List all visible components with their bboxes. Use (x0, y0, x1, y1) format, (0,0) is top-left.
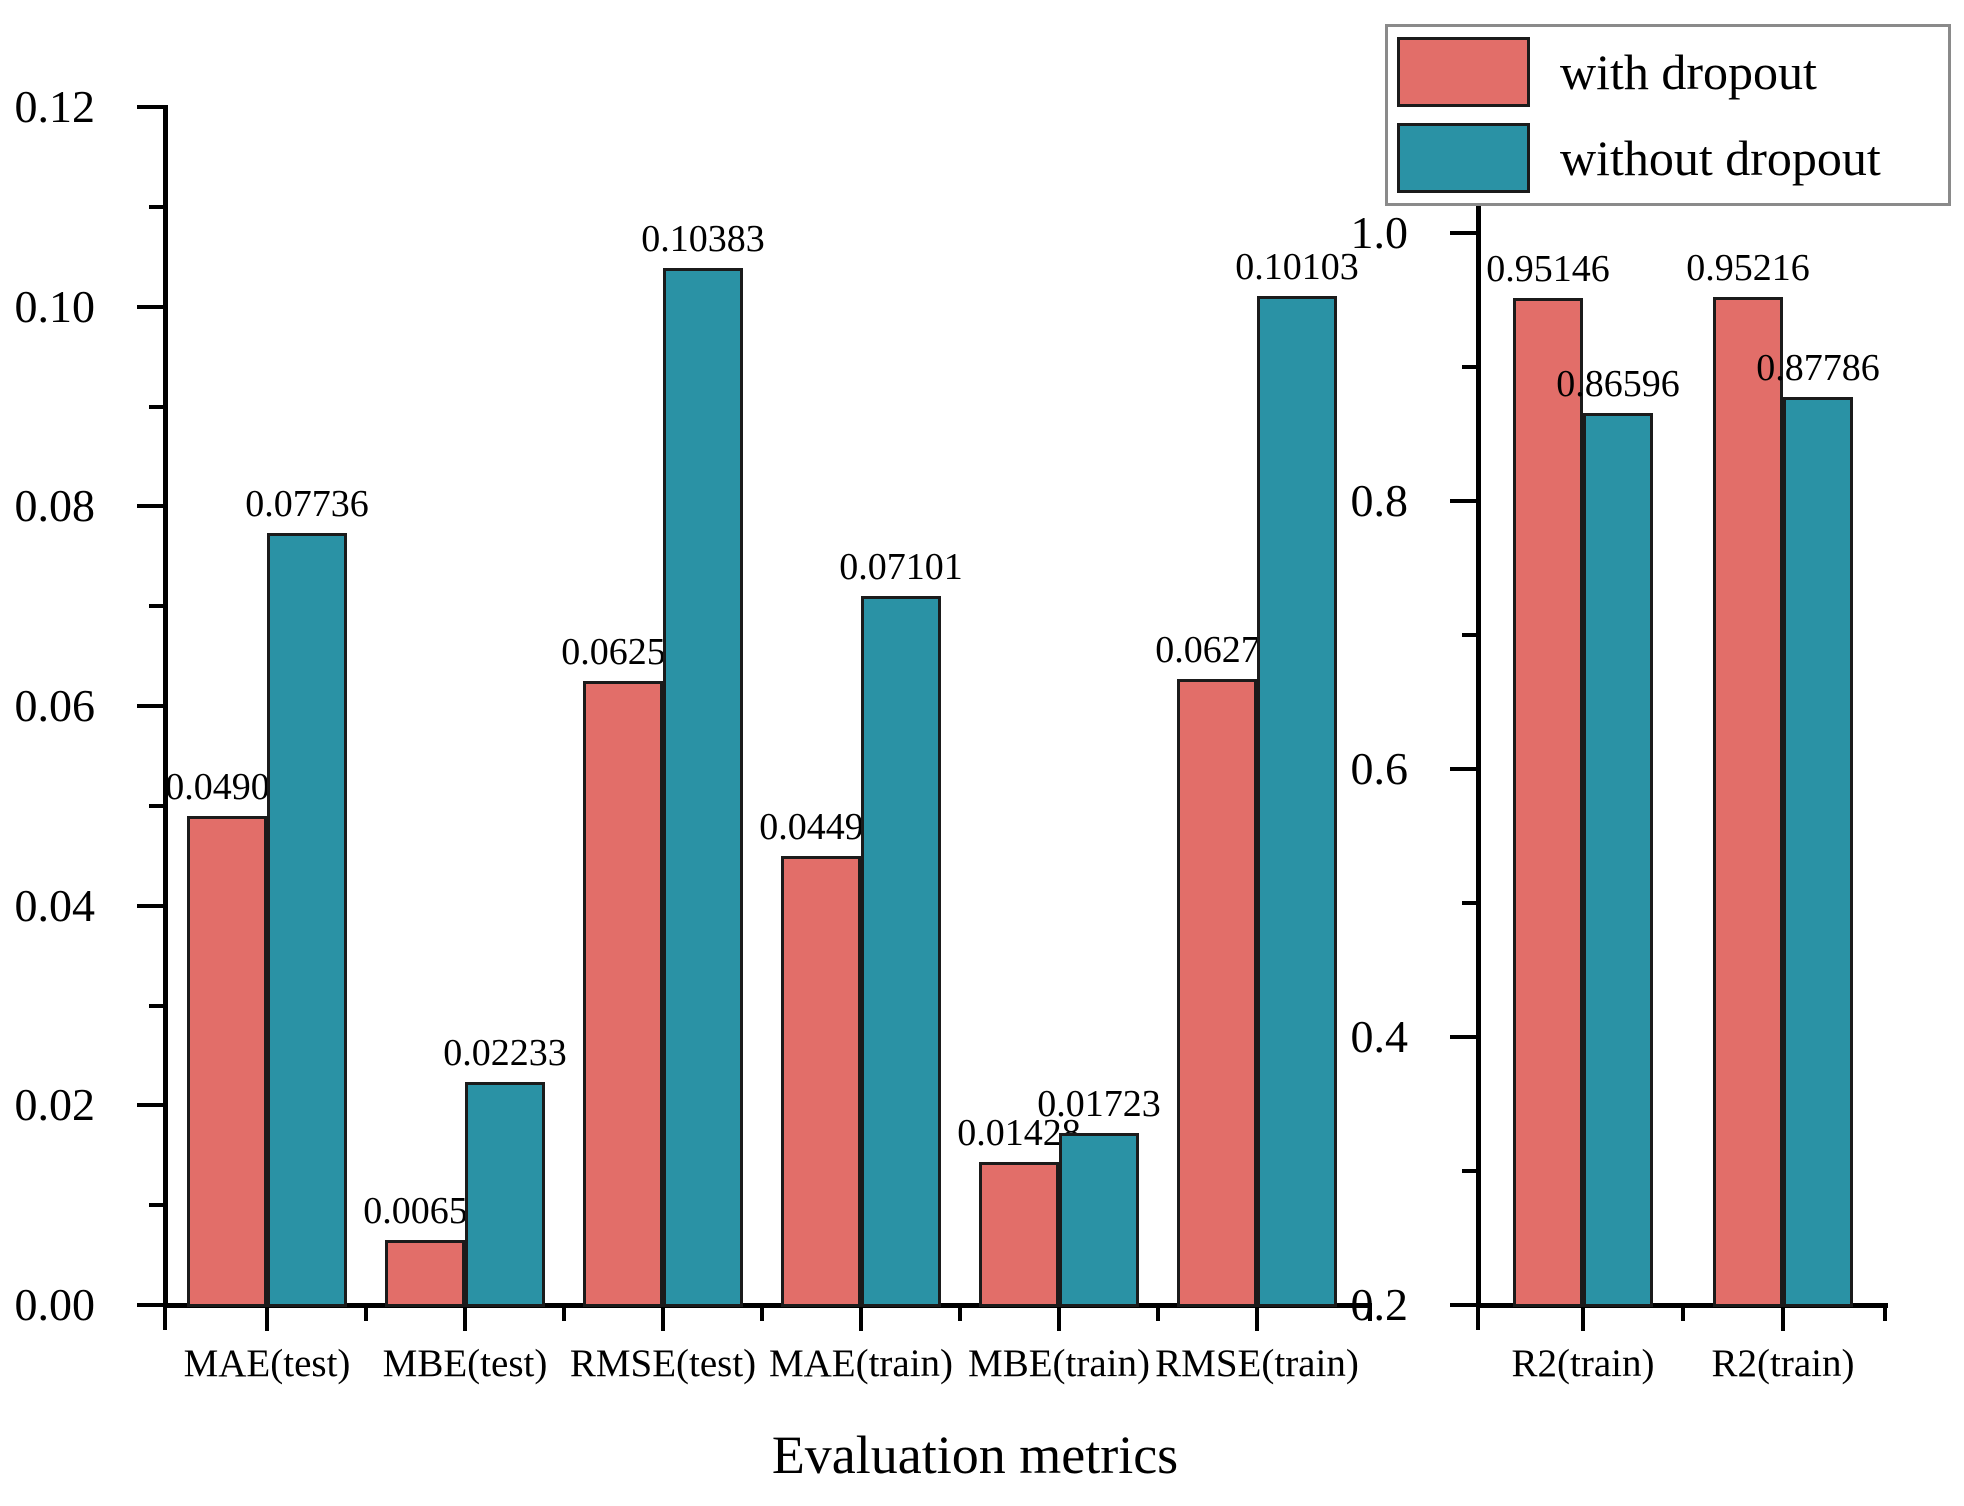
bar-without-dropout-MBE(train) (1059, 1133, 1139, 1307)
y-minor-tick (149, 204, 163, 209)
bar-without-dropout-MAE(train) (861, 596, 941, 1307)
bar-without-dropout-MBE(test) (465, 1082, 545, 1307)
bar-without-dropout-RMSE(train) (1257, 296, 1337, 1307)
y-tick-label: 0.08 (14, 480, 96, 532)
bar-value-label: 0.10383 (641, 218, 765, 260)
y-tick-label: 0.2 (1350, 1279, 1409, 1330)
y-minor-tick (1462, 901, 1476, 905)
y-major-tick (137, 105, 163, 109)
y-minor-tick (149, 404, 163, 409)
bar-with-dropout-R2(train) (1713, 297, 1783, 1307)
left-panel-x-axis (163, 1303, 1372, 1308)
x-minor-tick (760, 1308, 764, 1321)
bar-with-dropout-MBE(test) (385, 1240, 465, 1307)
bar-without-dropout-RMSE(test) (663, 268, 743, 1307)
y-major-tick (1450, 767, 1476, 771)
y-minor-tick (149, 1203, 163, 1208)
left-panel-y-axis (163, 105, 168, 1308)
x-end-tick (1368, 1308, 1372, 1321)
x-corner-tick (163, 1308, 167, 1330)
category-label: RMSE(train) (1155, 1342, 1359, 1385)
bar-with-dropout-MAE(test) (187, 816, 267, 1307)
bar-with-dropout-RMSE(test) (583, 681, 663, 1307)
category-label: R2(train) (1511, 1342, 1655, 1385)
legend-item-without-dropout: without dropout (1388, 117, 1948, 199)
category-label: RMSE(test) (569, 1342, 757, 1385)
x-major-tick (859, 1308, 863, 1331)
y-major-tick (137, 1303, 163, 1307)
y-major-tick (137, 1103, 163, 1108)
x-major-tick (1781, 1308, 1785, 1331)
y-minor-tick (1462, 365, 1476, 369)
bar-value-label: 0.87786 (1756, 347, 1880, 389)
y-major-tick (1450, 1303, 1476, 1307)
legend-item-with-dropout: with dropout (1388, 31, 1948, 113)
bar-value-label: 0.01723 (1037, 1083, 1161, 1125)
y-major-tick (1450, 1035, 1476, 1039)
bar-value-label: 0.86596 (1556, 363, 1680, 405)
y-tick-label: 0.00 (14, 1279, 96, 1330)
y-major-tick (137, 304, 163, 309)
x-minor-tick (364, 1308, 368, 1321)
y-tick-label: 0.02 (14, 1079, 96, 1131)
x-axis-title: Evaluation metrics (771, 1425, 1179, 1485)
bar-with-dropout-MBE(train) (979, 1162, 1059, 1307)
legend-label: with dropout (1560, 44, 1817, 100)
x-major-tick (661, 1308, 665, 1331)
bar-without-dropout-R2(train) (1783, 397, 1853, 1307)
y-major-tick (1450, 231, 1476, 235)
legend-label: without dropout (1560, 130, 1881, 186)
bar-with-dropout-R2(train) (1513, 298, 1583, 1307)
bar-value-label: 0.10103 (1235, 246, 1359, 288)
y-tick-label: 0.12 (14, 81, 96, 132)
x-major-tick (1581, 1308, 1585, 1331)
category-label: MAE(train) (768, 1342, 954, 1385)
bar-with-dropout-MAE(train) (781, 856, 861, 1307)
legend: with dropout without dropout (1385, 24, 1951, 206)
y-minor-tick (149, 1003, 163, 1008)
y-minor-tick (1462, 1169, 1476, 1173)
category-label: R2(train) (1711, 1342, 1855, 1385)
y-minor-tick (1462, 633, 1476, 637)
x-major-tick (1057, 1308, 1061, 1331)
bar-value-label: 0.95146 (1486, 248, 1610, 290)
x-minor-tick (1681, 1308, 1685, 1321)
category-label: MBE(train) (968, 1342, 1150, 1385)
x-major-tick (265, 1308, 269, 1331)
right-panel-y-axis (1476, 140, 1481, 1308)
bar-value-label: 0.95216 (1686, 247, 1810, 289)
y-major-tick (1450, 499, 1476, 503)
x-corner-tick (1476, 1308, 1480, 1330)
y-tick-label: 0.8 (1350, 475, 1409, 526)
category-label: MAE(test) (183, 1342, 351, 1385)
category-label: MBE(test) (382, 1342, 548, 1385)
legend-swatch-with-dropout (1397, 37, 1530, 107)
x-major-tick (1255, 1308, 1259, 1331)
legend-swatch-without-dropout (1397, 123, 1530, 193)
bar-without-dropout-R2(train) (1583, 413, 1653, 1307)
bar-value-label: 0.07736 (245, 483, 369, 525)
y-major-tick (137, 704, 163, 708)
x-major-tick (463, 1308, 467, 1331)
y-tick-label: 0.06 (14, 680, 96, 731)
y-tick-label: 1.0 (1350, 207, 1409, 258)
right-panel-x-axis (1476, 1303, 1888, 1308)
y-tick-label: 0.10 (14, 280, 96, 332)
x-minor-tick (1156, 1308, 1160, 1321)
bar-with-dropout-RMSE(train) (1177, 679, 1257, 1307)
bar-without-dropout-MAE(test) (267, 533, 347, 1307)
y-tick-label: 0.4 (1350, 1011, 1409, 1062)
y-minor-tick (149, 803, 163, 808)
x-minor-tick (562, 1308, 566, 1321)
bar-value-label: 0.02233 (443, 1032, 567, 1074)
y-tick-label: 0.6 (1350, 743, 1409, 794)
x-minor-tick (958, 1308, 962, 1321)
y-minor-tick (149, 604, 163, 609)
x-end-tick (1883, 1308, 1887, 1321)
y-major-tick (137, 903, 163, 908)
y-major-tick (137, 504, 163, 509)
y-tick-label: 0.04 (14, 879, 96, 931)
bar-value-label: 0.07101 (839, 546, 963, 588)
